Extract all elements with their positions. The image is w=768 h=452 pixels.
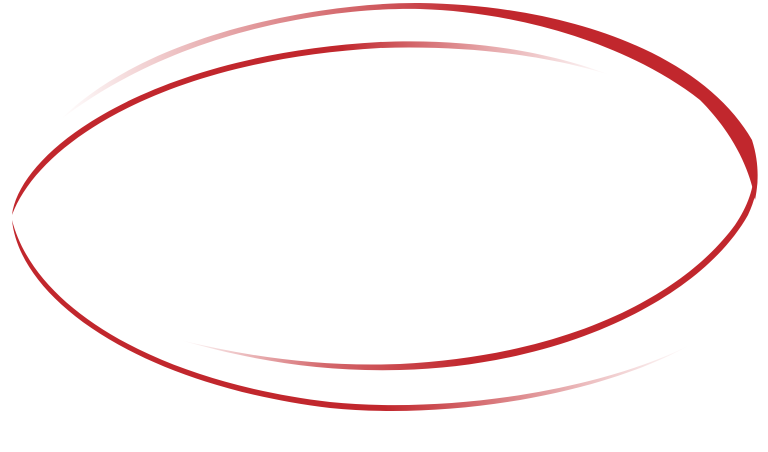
outer-upper-arc [60,2,758,200]
outer-lower-arc [12,220,690,411]
inner-upper-arc [12,41,610,216]
inner-lower-arc [180,150,758,371]
